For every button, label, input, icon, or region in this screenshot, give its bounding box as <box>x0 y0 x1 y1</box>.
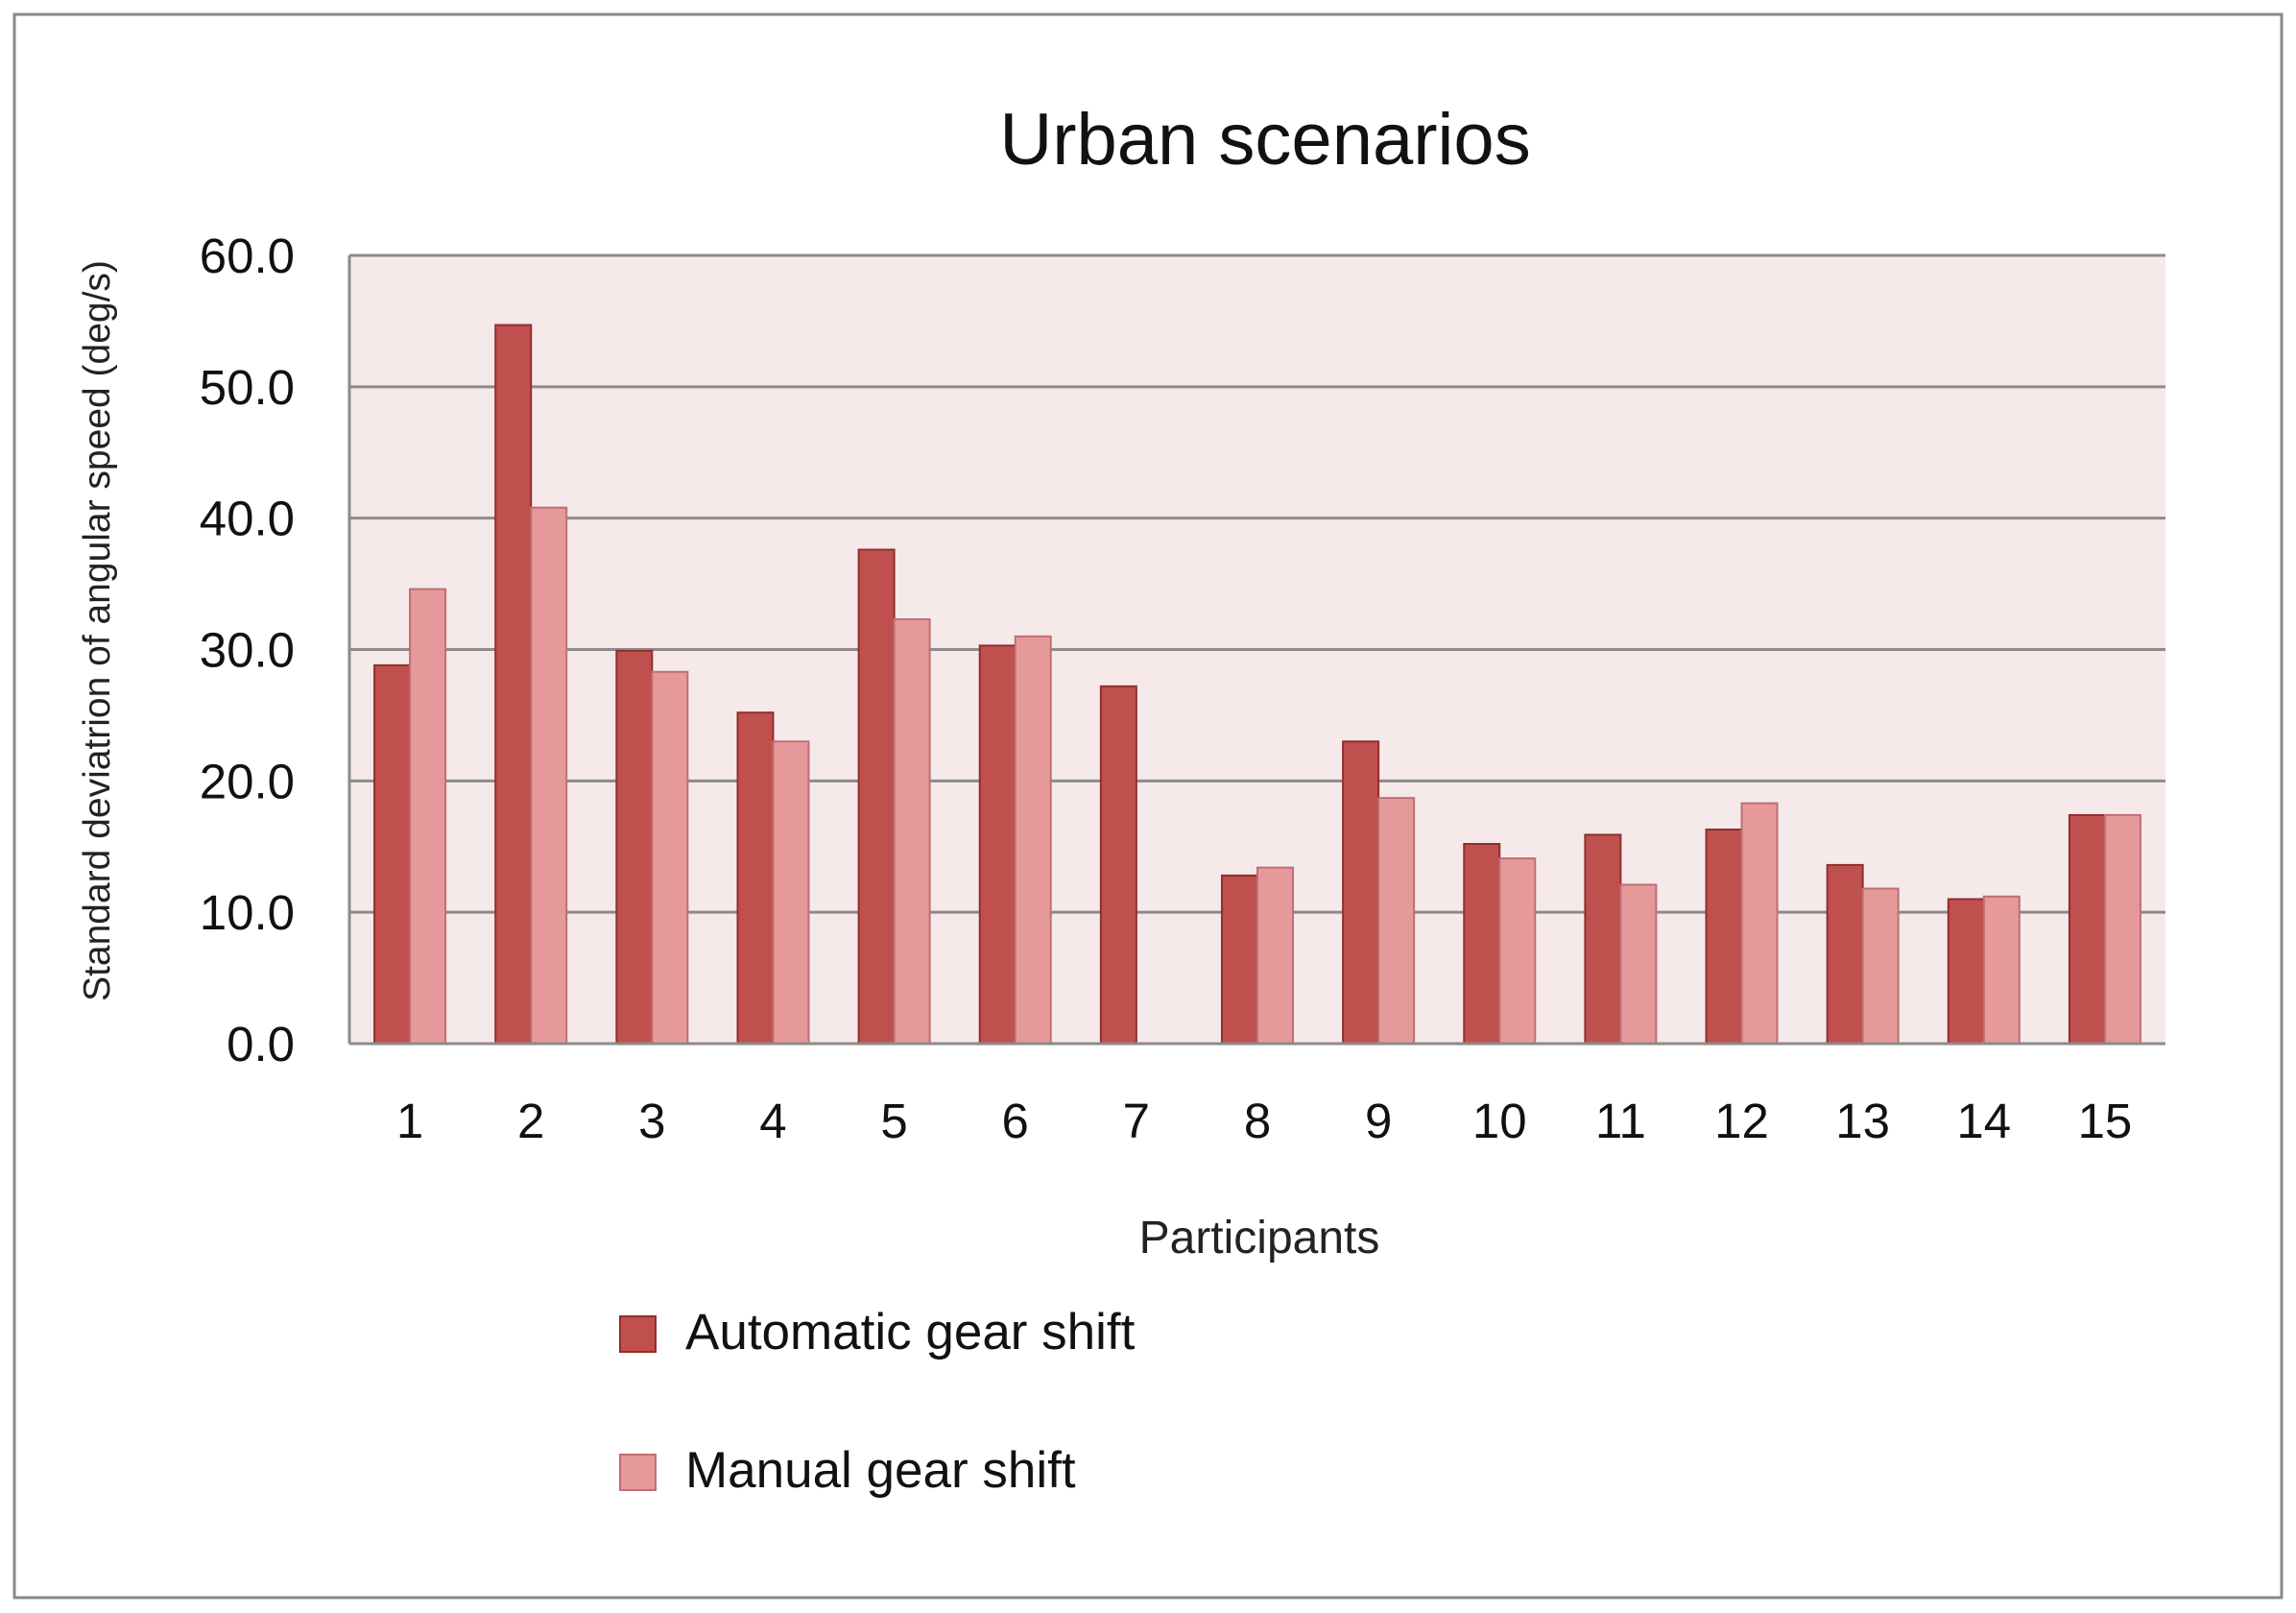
bar-manual-13 <box>1861 887 1900 1046</box>
y-axis-label: Standard deviatrion of angular speed (de… <box>77 260 118 1001</box>
y-tick-label: 40.0 <box>200 492 295 546</box>
bar-automatic-8 <box>1221 874 1258 1045</box>
bar-automatic-10 <box>1463 843 1501 1045</box>
legend-label-manual: Manual gear shift <box>685 1442 1076 1499</box>
y-tick-label: 60.0 <box>200 229 295 283</box>
bar-manual-12 <box>1740 802 1779 1045</box>
bar-automatic-13 <box>1826 863 1864 1046</box>
x-tick-label: 8 <box>1244 1094 1271 1148</box>
bar-manual-9 <box>1377 797 1416 1045</box>
x-tick-label: 11 <box>1595 1094 1646 1148</box>
y-tick-label: 10.0 <box>200 885 295 940</box>
x-tick-label: 5 <box>880 1094 907 1148</box>
bar-automatic-9 <box>1342 740 1380 1045</box>
x-axis-label: Participants <box>1139 1213 1380 1264</box>
bar-automatic-14 <box>1947 898 1985 1045</box>
bar-manual-15 <box>2103 813 2141 1045</box>
bar-manual-5 <box>893 618 931 1045</box>
x-tick-label: 10 <box>1472 1094 1527 1148</box>
x-tick-label: 6 <box>1002 1094 1029 1148</box>
bar-manual-11 <box>1619 883 1658 1045</box>
x-tick-label: 13 <box>1835 1094 1890 1148</box>
bar-automatic-3 <box>615 649 654 1045</box>
y-tick-label: 0.0 <box>227 1017 295 1071</box>
bar-automatic-15 <box>2068 813 2106 1045</box>
x-tick-label: 15 <box>2078 1094 2133 1148</box>
y-tick-label: 50.0 <box>200 360 295 415</box>
bar-manual-14 <box>1982 895 2021 1045</box>
x-tick-label: 1 <box>396 1094 423 1148</box>
bar-automatic-11 <box>1584 833 1622 1045</box>
bar-manual-2 <box>530 506 568 1045</box>
x-tick-label: 12 <box>1714 1094 1769 1148</box>
bar-manual-6 <box>1014 635 1052 1045</box>
legend-swatch-automatic <box>619 1315 657 1353</box>
legend-swatch-manual <box>619 1454 657 1491</box>
y-tick-label: 30.0 <box>200 623 295 678</box>
axes <box>347 255 2165 1046</box>
bar-manual-8 <box>1256 866 1294 1045</box>
bar-automatic-4 <box>736 711 775 1045</box>
x-tick-label: 2 <box>517 1094 544 1148</box>
y-tick-labels: 0.0 10.0 20.0 30.0 40.0 50.0 60.0 <box>200 229 295 1071</box>
bar-automatic-12 <box>1705 828 1743 1045</box>
legend-label-automatic: Automatic gear shift <box>685 1304 1136 1360</box>
y-tick-label: 20.0 <box>200 754 295 808</box>
bars <box>373 324 2141 1046</box>
bar-automatic-5 <box>857 548 896 1045</box>
bar-automatic-6 <box>978 644 1016 1046</box>
legend: Automatic gear shift Manual gear shift <box>619 1304 1136 1499</box>
bar-automatic-7 <box>1099 685 1137 1046</box>
x-tick-label: 14 <box>1956 1094 2011 1148</box>
bar-manual-4 <box>772 740 810 1045</box>
bar-manual-3 <box>651 670 689 1045</box>
x-tick-label: 9 <box>1365 1094 1392 1148</box>
bar-automatic-2 <box>494 324 533 1045</box>
x-tick-label: 4 <box>759 1094 786 1148</box>
bar-manual-10 <box>1498 857 1537 1045</box>
x-tick-label: 3 <box>638 1094 665 1148</box>
chart-title: Urban scenarios <box>999 99 1530 181</box>
bar-automatic-1 <box>373 663 412 1045</box>
bar-manual-1 <box>409 588 447 1045</box>
x-tick-label: 7 <box>1123 1094 1150 1148</box>
x-tick-labels: 1 2 3 4 5 6 7 8 9 10 11 12 13 14 15 <box>396 1094 2132 1148</box>
